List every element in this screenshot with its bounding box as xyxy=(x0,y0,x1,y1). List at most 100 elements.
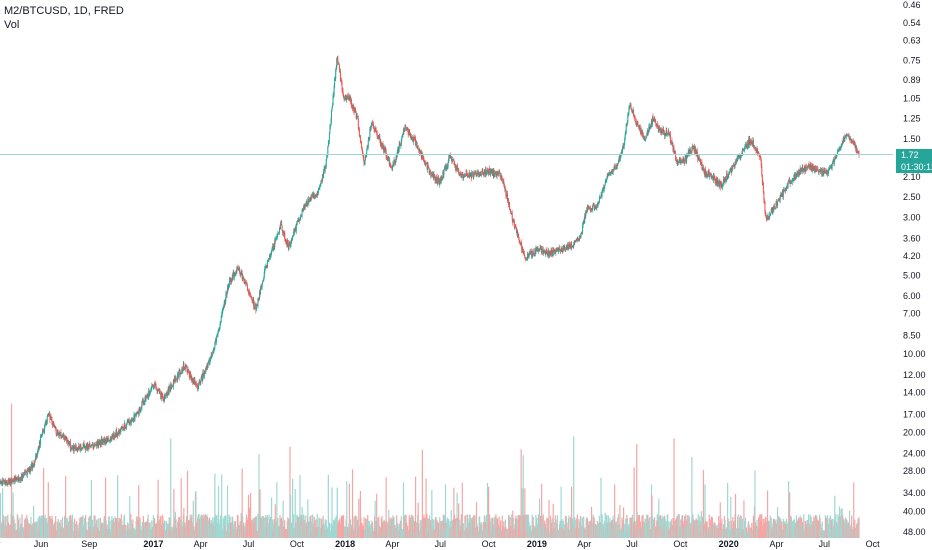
volume-bar xyxy=(147,514,149,538)
candle-body xyxy=(522,251,524,253)
candle-body xyxy=(510,210,512,214)
candle-body xyxy=(821,169,823,175)
candle-body xyxy=(458,173,460,175)
candle-body xyxy=(85,445,87,450)
candle-body xyxy=(567,244,569,247)
candle-body xyxy=(111,435,113,437)
candle-body xyxy=(855,144,857,151)
candle-body xyxy=(191,377,193,382)
candle-body xyxy=(632,109,634,113)
candle-body xyxy=(439,180,441,185)
candle-body xyxy=(790,182,792,184)
candle-body xyxy=(60,437,62,439)
candle-body xyxy=(239,267,241,273)
candle-body xyxy=(264,267,266,273)
x-axis[interactable]: MarJunSep2017AprJulOct2018AprJulOct2019A… xyxy=(0,539,880,549)
candle-body xyxy=(16,478,18,480)
candle-body xyxy=(27,468,29,470)
volume-bar xyxy=(809,514,811,538)
candle-body xyxy=(735,162,737,165)
candle-body xyxy=(340,80,342,83)
candle-body xyxy=(626,123,628,125)
candle-body xyxy=(667,131,669,134)
volume-bar xyxy=(462,523,464,538)
candle-body xyxy=(694,146,696,151)
candle-body xyxy=(841,143,843,145)
candle-body xyxy=(758,151,760,155)
volume-bar xyxy=(409,517,411,538)
candle-body xyxy=(613,165,615,170)
candle-body xyxy=(465,172,467,176)
volume-bar xyxy=(267,523,269,538)
candle-body xyxy=(535,247,537,251)
volume-bar xyxy=(769,515,771,538)
candle-body xyxy=(652,116,654,125)
candle-body xyxy=(751,143,753,145)
candle-body xyxy=(594,208,596,210)
candle-body xyxy=(473,173,475,174)
candle-body xyxy=(594,205,596,209)
candle-body xyxy=(552,249,554,251)
candle-body xyxy=(16,479,18,481)
candle-body xyxy=(122,427,124,430)
candle-body xyxy=(468,175,470,178)
volume-bar xyxy=(621,517,623,538)
candle-body xyxy=(321,181,323,182)
y-axis[interactable]: 0.460.540.630.750.891.051.251.502.102.50… xyxy=(903,0,926,537)
candle-body xyxy=(428,166,430,169)
candle-body xyxy=(18,478,20,482)
candle-body xyxy=(274,239,276,242)
candle-body xyxy=(238,267,240,269)
candle-body xyxy=(779,199,781,201)
candle-body xyxy=(415,143,417,146)
candle-body xyxy=(492,170,494,176)
candle-body xyxy=(308,201,310,203)
candle-body xyxy=(570,243,572,249)
x-tick-label: 2018 xyxy=(335,539,355,549)
candle-body xyxy=(679,159,681,162)
candle-body xyxy=(328,140,330,144)
candle-body xyxy=(326,154,328,160)
volume-bar xyxy=(255,516,257,538)
candle-body xyxy=(477,172,479,174)
candle-body xyxy=(574,240,576,244)
candle-body xyxy=(568,243,570,247)
candle-body xyxy=(514,225,516,227)
candle-body xyxy=(676,160,678,162)
candle-body xyxy=(68,442,70,446)
candle-body xyxy=(192,379,194,384)
candle-body xyxy=(563,246,565,250)
candle-body xyxy=(577,238,579,240)
candle-body xyxy=(648,126,650,132)
candle-body xyxy=(71,447,73,449)
candle-body xyxy=(501,178,503,181)
candle-body xyxy=(519,240,521,244)
candle-body xyxy=(219,327,221,329)
candle-body xyxy=(483,170,485,174)
candle-body xyxy=(259,291,261,295)
candle-body xyxy=(402,134,404,136)
candle-body xyxy=(314,197,316,199)
volume-bar xyxy=(658,498,660,538)
candle-body xyxy=(182,363,184,369)
candle-body xyxy=(590,208,592,211)
candle-body xyxy=(469,173,471,177)
candle-body xyxy=(338,64,340,70)
candle-body xyxy=(595,205,597,207)
candle-body xyxy=(386,156,388,158)
volume-bar xyxy=(90,479,92,538)
candle-body xyxy=(389,163,391,165)
candle-body xyxy=(416,142,418,144)
candle-body xyxy=(557,248,559,252)
volume-bar xyxy=(183,508,185,538)
volume-bar xyxy=(551,523,553,538)
volume-bar xyxy=(10,403,13,538)
volume-bar xyxy=(623,507,625,538)
volume-bar xyxy=(417,502,419,538)
candle-body xyxy=(825,170,827,173)
candle-body xyxy=(72,446,74,448)
volume-bar xyxy=(214,473,216,538)
volume-bar xyxy=(61,516,64,538)
